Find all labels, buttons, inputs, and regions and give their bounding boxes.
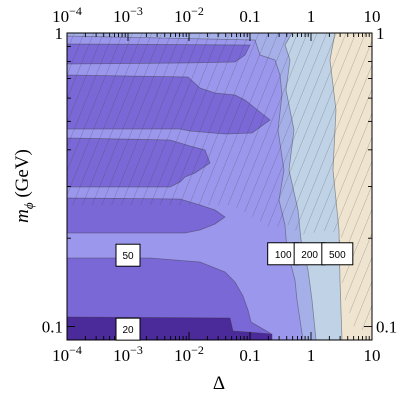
y-axis-title: mϕ (GeV) bbox=[12, 149, 36, 223]
tick-marks bbox=[66, 32, 373, 340]
x-tick-label-top-3: 0.1 bbox=[239, 7, 260, 26]
x-tick-label-bottom-1: 10−3 bbox=[113, 343, 143, 365]
contour-label-50: 50 bbox=[122, 251, 134, 262]
x-tick-label-top-1: 10−3 bbox=[113, 4, 143, 26]
y-tick-label-right-0: 0.1 bbox=[376, 318, 397, 337]
x-axis-title: Δ bbox=[213, 373, 225, 394]
x-tick-label-bottom-3: 0.1 bbox=[239, 346, 260, 365]
y-tick-label-left-0: 0.1 bbox=[42, 318, 63, 337]
x-tick-label-top-5: 10 bbox=[364, 7, 381, 26]
hatch-region-0 bbox=[67, 33, 372, 240]
contour-label-20: 20 bbox=[122, 325, 134, 336]
x-tick-label-bottom-5: 10 bbox=[364, 346, 381, 365]
x-tick-label-top-2: 10−2 bbox=[174, 4, 204, 26]
contour-label-box-4 bbox=[321, 242, 354, 266]
contour-labels: 50 20 100 200 500 bbox=[115, 242, 354, 341]
x-tick-label-top-4: 1 bbox=[307, 7, 316, 26]
contour-label-200: 200 bbox=[301, 250, 318, 261]
y-tick-label-right-1: 1 bbox=[376, 24, 385, 43]
y-tick-label-left-1: 1 bbox=[55, 24, 64, 43]
x-tick-label-bottom-4: 1 bbox=[307, 346, 316, 365]
contour-label-500: 500 bbox=[329, 250, 346, 261]
contour-label-box-0 bbox=[115, 243, 141, 267]
contour-label-100: 100 bbox=[275, 250, 292, 261]
contour-label-box-1 bbox=[115, 317, 141, 341]
x-tick-label-bottom-2: 10−2 bbox=[174, 343, 204, 365]
x-tick-label-top-0: 10−4 bbox=[52, 4, 82, 26]
y-axis-title-sub: ϕ bbox=[21, 202, 36, 209]
x-tick-label-bottom-0: 10−4 bbox=[52, 343, 82, 365]
